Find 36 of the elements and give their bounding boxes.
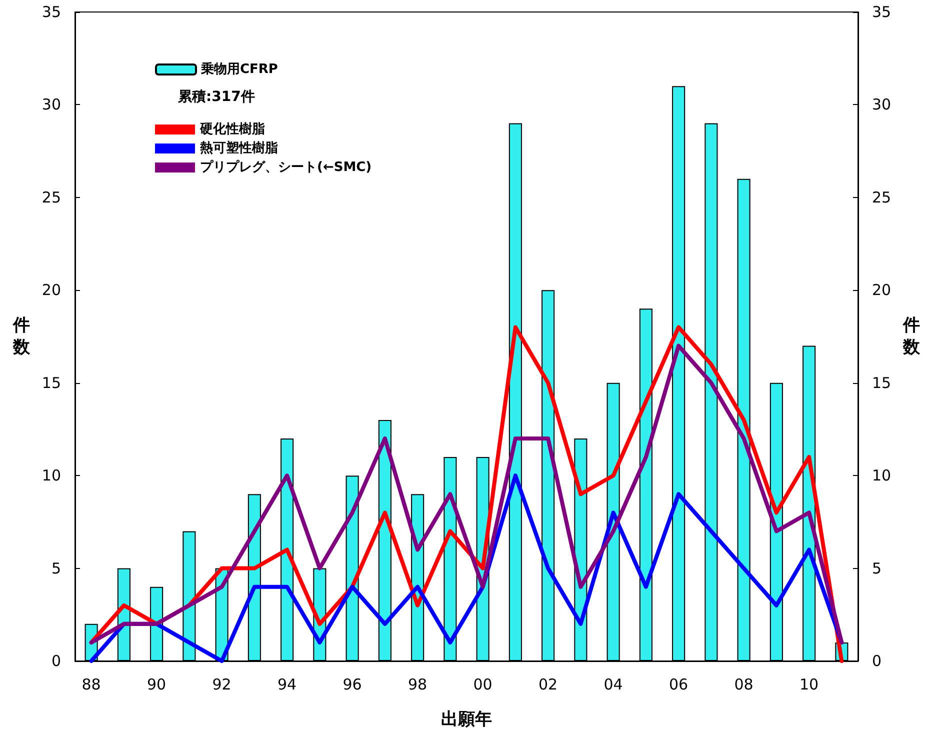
x-tick-label: 98 bbox=[408, 676, 428, 694]
x-axis-title: 出願年 bbox=[441, 710, 492, 730]
x-tick-label: 10 bbox=[800, 676, 819, 694]
y-tick-label: 15 bbox=[42, 374, 61, 392]
x-tick-label: 06 bbox=[669, 676, 688, 694]
legend-label: プリプレグ、シート(←SMC) bbox=[200, 159, 372, 175]
legend-label: 乗物用CFRP bbox=[200, 61, 278, 77]
y2-tick-label: 20 bbox=[872, 281, 892, 300]
y2-tick-label: 5 bbox=[872, 559, 882, 578]
y2-axis-title: 件数 bbox=[902, 316, 921, 358]
y-tick-label: 0 bbox=[51, 652, 61, 670]
y2-tick-label: 25 bbox=[872, 188, 892, 206]
x-tick-label: 96 bbox=[342, 676, 362, 694]
x-tick-label: 88 bbox=[82, 676, 101, 694]
y-tick-label: 35 bbox=[42, 3, 61, 21]
y-tick-label: 20 bbox=[42, 281, 61, 300]
x-tick-label: 90 bbox=[147, 676, 166, 694]
annotation: 累積:317件 bbox=[177, 89, 255, 105]
y2-tick-label: 30 bbox=[872, 96, 892, 114]
x-tick-label: 04 bbox=[604, 676, 623, 694]
x-tick-label: 94 bbox=[278, 676, 297, 694]
y2-tick-label: 10 bbox=[872, 466, 892, 485]
y-tick-label: 5 bbox=[51, 559, 61, 578]
y2-tick-label: 0 bbox=[872, 652, 882, 670]
y-tick-label: 25 bbox=[42, 188, 61, 206]
y-tick-label: 10 bbox=[42, 466, 61, 485]
y-axis-title: 件数 bbox=[12, 316, 31, 358]
x-tick-label: 08 bbox=[734, 676, 754, 694]
x-tick-label: 00 bbox=[473, 676, 492, 694]
legend-label: 熱可塑性樹脂 bbox=[199, 140, 278, 156]
y2-tick-label: 35 bbox=[872, 3, 892, 21]
legend-label: 硬化性樹脂 bbox=[199, 122, 265, 137]
y2-tick-label: 15 bbox=[872, 374, 892, 392]
x-tick-label: 02 bbox=[538, 676, 558, 694]
y-tick-label: 30 bbox=[42, 96, 61, 114]
x-tick-label: 92 bbox=[212, 676, 232, 694]
